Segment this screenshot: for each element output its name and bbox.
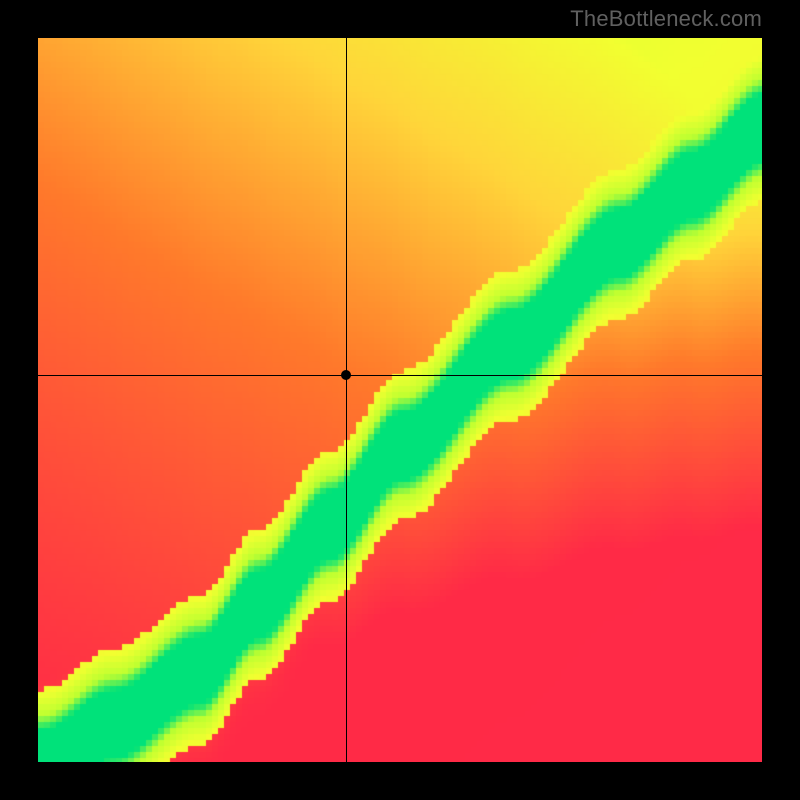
crosshair-vertical xyxy=(346,38,347,762)
crosshair-marker xyxy=(341,370,351,380)
crosshair-horizontal xyxy=(38,375,762,376)
heatmap-canvas xyxy=(38,38,762,762)
chart-container: TheBottleneck.com xyxy=(0,0,800,800)
watermark-text: TheBottleneck.com xyxy=(570,6,762,32)
plot-area xyxy=(38,38,762,762)
